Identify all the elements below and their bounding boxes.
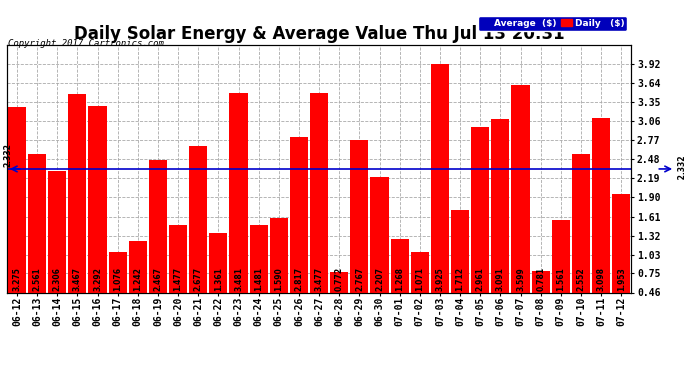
Bar — [290, 137, 308, 323]
Text: 1.242: 1.242 — [133, 267, 142, 291]
Text: 1.590: 1.590 — [275, 267, 284, 291]
Bar — [68, 94, 86, 323]
Text: 3.481: 3.481 — [234, 267, 243, 291]
Bar — [331, 272, 348, 323]
Text: 0.781: 0.781 — [536, 267, 545, 291]
Bar — [391, 239, 408, 323]
Bar — [411, 252, 429, 323]
Text: 2.207: 2.207 — [375, 267, 384, 291]
Text: 1.071: 1.071 — [415, 267, 424, 291]
Text: 2.677: 2.677 — [194, 267, 203, 291]
Bar — [270, 218, 288, 323]
Bar — [189, 146, 207, 323]
Title: Daily Solar Energy & Average Value Thu Jul 13 20:31: Daily Solar Energy & Average Value Thu J… — [74, 26, 564, 44]
Bar — [250, 225, 268, 323]
Bar — [592, 118, 610, 323]
Bar — [149, 160, 167, 323]
Bar — [129, 241, 147, 323]
Text: 2.467: 2.467 — [153, 267, 162, 291]
Bar — [552, 220, 570, 323]
Text: 1.268: 1.268 — [395, 267, 404, 291]
Bar — [531, 272, 550, 323]
Text: 2.561: 2.561 — [32, 267, 41, 291]
Text: 2.817: 2.817 — [295, 267, 304, 291]
Bar — [8, 107, 26, 323]
Text: 3.292: 3.292 — [93, 267, 102, 291]
Bar — [612, 194, 631, 323]
Bar — [310, 93, 328, 323]
Text: 3.091: 3.091 — [496, 267, 505, 291]
Text: 3.098: 3.098 — [597, 267, 606, 291]
Text: 2.961: 2.961 — [476, 267, 485, 291]
Text: 1.953: 1.953 — [617, 267, 626, 291]
Bar — [471, 128, 489, 323]
Bar — [491, 119, 509, 323]
Text: 3.925: 3.925 — [435, 267, 444, 291]
Bar — [431, 64, 449, 323]
Text: 1.561: 1.561 — [556, 267, 565, 291]
Text: 1.361: 1.361 — [214, 267, 223, 291]
Bar — [209, 233, 228, 323]
Text: 3.275: 3.275 — [12, 267, 21, 291]
Text: Copyright 2017 Cartronics.com: Copyright 2017 Cartronics.com — [8, 39, 164, 48]
Text: 2.767: 2.767 — [355, 267, 364, 291]
Text: 1.076: 1.076 — [113, 267, 122, 291]
Bar — [451, 210, 469, 323]
Text: 1.481: 1.481 — [254, 267, 263, 291]
Bar — [572, 154, 590, 323]
Legend: Average  ($), Daily   ($): Average ($), Daily ($) — [477, 16, 627, 30]
Bar — [108, 252, 127, 323]
Text: 1.477: 1.477 — [174, 267, 183, 291]
Bar — [88, 106, 107, 323]
Bar — [511, 86, 530, 323]
Text: 2.552: 2.552 — [576, 267, 586, 291]
Text: 0.772: 0.772 — [335, 267, 344, 291]
Bar — [48, 171, 66, 323]
Bar — [169, 225, 187, 323]
Bar — [28, 154, 46, 323]
Text: 2.332: 2.332 — [3, 143, 12, 167]
Text: 3.467: 3.467 — [73, 267, 82, 291]
Text: 1.712: 1.712 — [455, 267, 464, 291]
Text: 3.599: 3.599 — [516, 267, 525, 291]
Text: 2.306: 2.306 — [52, 267, 62, 291]
Bar — [371, 177, 388, 323]
Bar — [230, 93, 248, 323]
Text: 3.477: 3.477 — [315, 267, 324, 291]
Bar — [351, 140, 368, 323]
Text: 2.332: 2.332 — [678, 156, 687, 182]
